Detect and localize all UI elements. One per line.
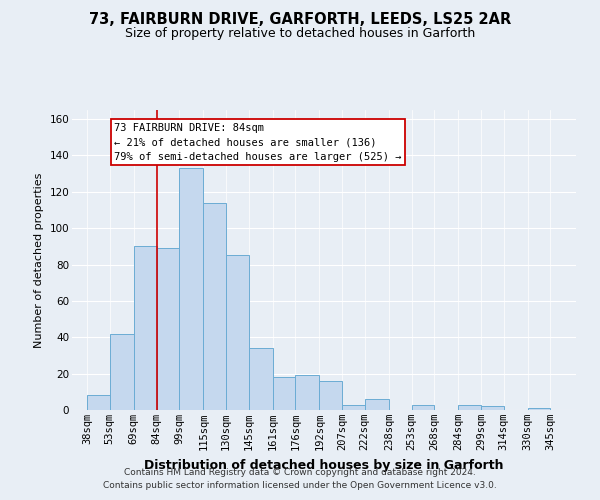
Bar <box>157 248 179 410</box>
Bar <box>458 404 481 410</box>
Y-axis label: Number of detached properties: Number of detached properties <box>34 172 44 348</box>
Text: 73, FAIRBURN DRIVE, GARFORTH, LEEDS, LS25 2AR: 73, FAIRBURN DRIVE, GARFORTH, LEEDS, LS2… <box>89 12 511 28</box>
Text: Size of property relative to detached houses in Garforth: Size of property relative to detached ho… <box>125 28 475 40</box>
Bar <box>481 406 503 410</box>
Bar <box>87 396 110 410</box>
Bar <box>226 256 248 410</box>
Bar <box>179 168 203 410</box>
Bar <box>319 381 342 410</box>
Bar <box>203 202 226 410</box>
Text: Contains HM Land Registry data © Crown copyright and database right 2024.
Contai: Contains HM Land Registry data © Crown c… <box>103 468 497 490</box>
Bar <box>272 378 295 410</box>
Bar <box>412 404 434 410</box>
Bar <box>248 348 272 410</box>
Text: 73 FAIRBURN DRIVE: 84sqm
← 21% of detached houses are smaller (136)
79% of semi-: 73 FAIRBURN DRIVE: 84sqm ← 21% of detach… <box>114 122 402 162</box>
Bar <box>110 334 134 410</box>
X-axis label: Distribution of detached houses by size in Garforth: Distribution of detached houses by size … <box>144 458 504 471</box>
Bar <box>134 246 157 410</box>
Bar <box>528 408 550 410</box>
Bar <box>342 404 365 410</box>
Bar <box>365 399 389 410</box>
Bar <box>295 376 319 410</box>
